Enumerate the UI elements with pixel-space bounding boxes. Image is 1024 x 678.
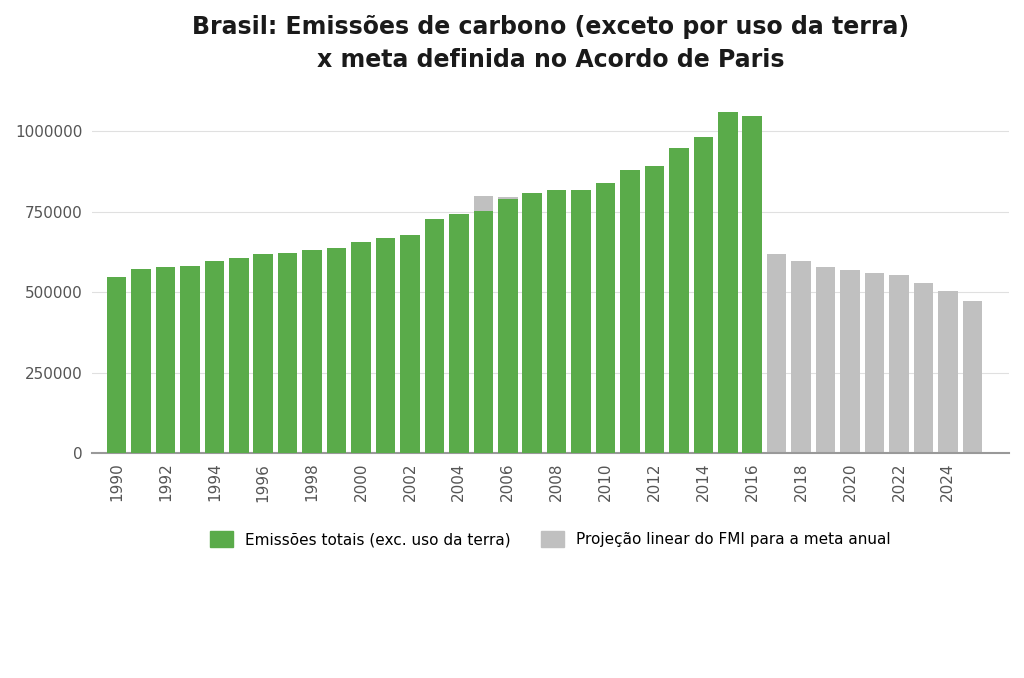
Title: Brasil: Emissões de carbono (exceto por uso da terra)
x meta definida no Acordo : Brasil: Emissões de carbono (exceto por …	[191, 15, 909, 73]
Bar	[450, 214, 469, 453]
Bar	[278, 253, 298, 453]
Bar	[498, 197, 517, 453]
Bar	[718, 241, 737, 453]
Bar	[522, 197, 542, 453]
Bar	[473, 195, 494, 453]
Bar	[621, 170, 640, 453]
Bar	[693, 137, 713, 453]
Bar	[571, 211, 591, 453]
Bar	[913, 283, 933, 453]
Bar	[425, 219, 444, 453]
Bar	[889, 275, 908, 453]
Bar	[376, 238, 395, 453]
Bar	[718, 113, 737, 453]
Bar	[596, 211, 615, 453]
Bar	[547, 204, 566, 453]
Legend: Emissões totais (exc. uso da terra), Projeção linear do FMI para a meta anual: Emissões totais (exc. uso da terra), Pro…	[204, 525, 897, 553]
Bar	[547, 190, 566, 453]
Bar	[498, 199, 517, 453]
Bar	[645, 216, 665, 453]
Bar	[400, 235, 420, 453]
Bar	[621, 212, 640, 453]
Bar	[229, 258, 249, 453]
Bar	[938, 291, 957, 453]
Bar	[792, 260, 811, 453]
Bar	[864, 273, 885, 453]
Bar	[693, 235, 713, 453]
Bar	[645, 165, 665, 453]
Bar	[669, 222, 689, 453]
Bar	[596, 183, 615, 453]
Bar	[327, 247, 346, 453]
Bar	[742, 247, 762, 453]
Bar	[669, 148, 689, 453]
Bar	[180, 266, 200, 453]
Bar	[302, 250, 322, 453]
Bar	[522, 193, 542, 453]
Bar	[156, 267, 175, 453]
Bar	[106, 277, 126, 453]
Bar	[351, 241, 371, 453]
Bar	[254, 254, 273, 453]
Bar	[742, 116, 762, 453]
Bar	[473, 211, 494, 453]
Bar	[205, 261, 224, 453]
Bar	[767, 254, 786, 453]
Bar	[841, 270, 860, 453]
Bar	[571, 190, 591, 453]
Bar	[816, 267, 836, 453]
Bar	[131, 269, 151, 453]
Bar	[963, 301, 982, 453]
